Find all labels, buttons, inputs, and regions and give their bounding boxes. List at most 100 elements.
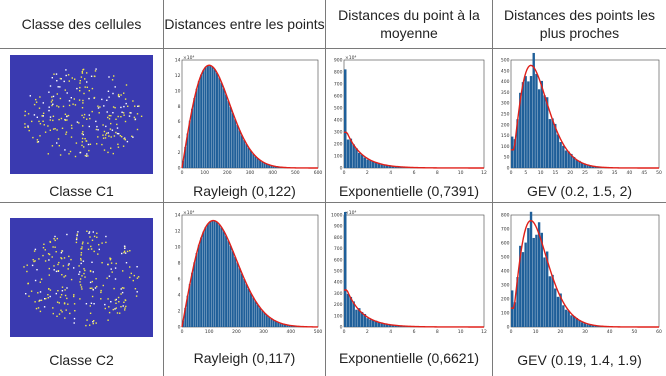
cell-dot xyxy=(39,96,41,98)
x-tick-label: 6 xyxy=(413,170,416,176)
y-tick-label: 800 xyxy=(334,235,343,241)
cell-dot xyxy=(96,125,98,128)
histogram-bar xyxy=(184,146,187,168)
cell-dot xyxy=(60,117,63,120)
cell-dot xyxy=(52,119,54,122)
cell-dot xyxy=(110,136,112,138)
fit-caption: Exponentielle (0,7391) xyxy=(338,183,480,199)
cell-dot xyxy=(74,310,76,312)
cell-dot xyxy=(80,286,83,288)
histogram-bar xyxy=(532,237,535,327)
cell-dot xyxy=(101,143,103,146)
cell-dot xyxy=(74,155,77,158)
cell-dot xyxy=(66,297,68,300)
cell-field xyxy=(10,55,153,174)
x-tick-label: 8 xyxy=(436,329,439,335)
x-tick-label: 40 xyxy=(627,170,633,176)
cell-dot xyxy=(123,92,125,94)
cell-dot xyxy=(49,116,52,118)
histogram-to-mean-c2: ×10⁴ 0 100 200 300 400 500 600 700 800 900 1000 0 2 4 6… xyxy=(330,207,488,344)
histogram-to-mean-c1: ×10⁴ 0 100 200 300 400 500 600 700 800 900 0 2 4 6 8 10 1… xyxy=(330,52,488,185)
cell-dot xyxy=(132,100,134,102)
histogram-bar xyxy=(556,296,560,327)
cell-dot xyxy=(48,253,51,256)
histogram-bar xyxy=(270,318,273,327)
cell-dot xyxy=(60,257,62,259)
cell-dot xyxy=(53,269,55,271)
cell-dot xyxy=(100,291,102,294)
cell-dot xyxy=(118,95,120,98)
histogram-bar xyxy=(591,325,595,327)
histogram-bar xyxy=(252,297,255,327)
cell-dot xyxy=(82,133,84,136)
cell-dot xyxy=(72,103,74,105)
cell-dot xyxy=(89,287,91,289)
histogram-bar xyxy=(227,240,230,327)
histogram-bar xyxy=(245,144,248,168)
x-tick-label: 12 xyxy=(481,329,487,335)
cell-dot xyxy=(84,154,87,157)
cell-dot xyxy=(27,282,29,285)
histogram-bar xyxy=(227,100,230,168)
cell-dot xyxy=(65,74,67,77)
histogram-bar xyxy=(377,322,381,327)
cell-dot xyxy=(119,135,122,137)
histogram-bar xyxy=(386,324,389,327)
histogram-group: ×10⁴ 0 2 4 6 8 10 12 14 0 100 200 300 400 500 600 xyxy=(175,55,323,176)
cell-dot xyxy=(115,307,117,309)
cell-dot xyxy=(37,307,40,309)
cell-dot xyxy=(49,85,52,87)
x-tick-label: 15 xyxy=(553,170,559,176)
fit-curve xyxy=(344,289,484,328)
cell-dot xyxy=(73,295,75,298)
cell-dot xyxy=(81,72,84,74)
histogram-group: 0 50 100 150 200 250 300 350 400 450 500 0 5 10 15 20 25… xyxy=(501,52,662,176)
x-tick-label: 10 xyxy=(458,329,464,335)
cell-dot xyxy=(127,105,129,107)
cell-dot xyxy=(38,258,40,260)
cell-dot xyxy=(93,250,95,253)
histogram-bar xyxy=(220,227,223,327)
histogram-bar xyxy=(537,222,541,327)
y-tick-label: 100 xyxy=(501,311,510,317)
histogram-bar xyxy=(184,308,187,327)
histogram-bar xyxy=(344,212,347,327)
x-tick-label: 10 xyxy=(538,170,544,176)
cell-dot xyxy=(108,275,111,277)
cell-dot xyxy=(125,102,127,105)
cell-dot xyxy=(64,119,67,121)
cell-dot xyxy=(92,322,94,325)
cell-dot xyxy=(110,147,112,149)
cell-dot xyxy=(66,233,68,236)
cell-dot xyxy=(93,75,96,77)
cell-dot xyxy=(82,241,84,243)
histogram-bar xyxy=(252,153,255,168)
x-tick-label: 400 xyxy=(287,329,296,335)
cell-dot xyxy=(51,256,53,258)
x-tick-label: 2 xyxy=(366,329,369,335)
histogram-bar xyxy=(564,150,568,168)
cell-dot xyxy=(88,231,91,233)
cell-dot xyxy=(124,247,126,249)
cell-dot xyxy=(56,105,58,107)
x-tick-label: 8 xyxy=(436,170,439,176)
histogram-bar xyxy=(213,220,216,327)
cell-dot xyxy=(103,149,106,151)
cell-dot xyxy=(117,93,120,96)
histogram-bar xyxy=(529,76,533,168)
histogram-bar xyxy=(570,315,573,327)
cell-dot xyxy=(44,298,46,300)
histogram-bar xyxy=(263,312,266,327)
cell-dot xyxy=(73,322,75,324)
cell-dot xyxy=(98,112,100,114)
cell-dot xyxy=(32,136,34,139)
cell-dot xyxy=(88,114,90,116)
cell-dot xyxy=(134,118,137,120)
cell-dot xyxy=(68,100,71,102)
cell-image-c2 xyxy=(10,218,153,342)
cell-dot xyxy=(111,271,113,273)
cell-dot xyxy=(123,287,125,289)
y-tick-label: 100 xyxy=(501,144,510,150)
cell-dot xyxy=(95,128,98,131)
header-cell-nearest: Distances des points les plus proches xyxy=(504,7,655,41)
